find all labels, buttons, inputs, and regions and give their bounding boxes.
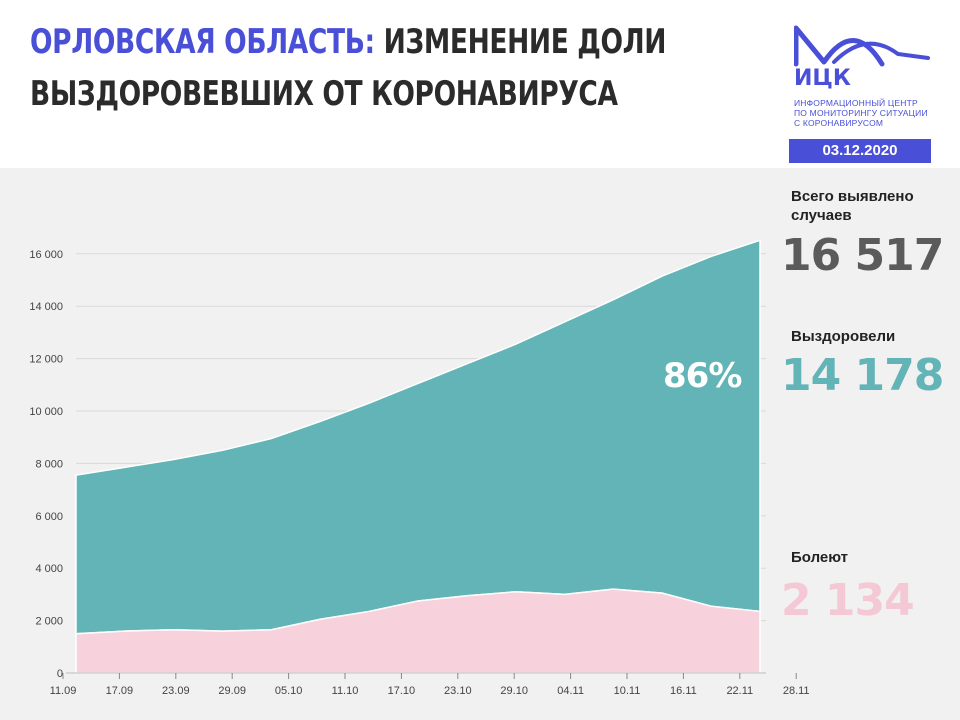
x-tick-label: 16.11 [670, 685, 697, 697]
logo-subtitle: ИНФОРМАЦИОННЫЙ ЦЕНТР ПО МОНИТОРИНГУ СИТУ… [794, 98, 928, 128]
recovered-value: 14 178 [781, 350, 944, 401]
x-tick-label: 11.10 [332, 685, 359, 697]
header: ОРЛОВСКАЯ ОБЛАСТЬ: ИЗМЕНЕНИЕ ДОЛИ ВЫЗДОР… [0, 0, 960, 168]
x-tick-label: 17.09 [106, 685, 134, 697]
x-tick-label: 10.11 [614, 685, 641, 697]
y-tick-label: 0 [57, 668, 63, 680]
x-tick-label: 23.10 [444, 685, 472, 697]
logo-subtitle-line: ИНФОРМАЦИОННЫЙ ЦЕНТР [794, 98, 918, 108]
y-tick-label: 8 000 [35, 458, 63, 470]
area-chart: 0 2 000 4 000 6 000 8 000 10 000 12 000 14 000 1… [29, 239, 810, 697]
logo-mark-icon [793, 25, 930, 67]
total-cases-label: Всего выявлено случаев [791, 188, 914, 224]
series-recovered-area [75, 239, 761, 635]
x-tick-label: 04.11 [557, 685, 584, 697]
sick-value: 2 134 [781, 575, 915, 626]
y-tick-label: 2 000 [35, 616, 63, 628]
x-tick-label: 29.09 [218, 685, 246, 697]
title-region: ОРЛОВСКАЯ ОБЛАСТЬ: [30, 22, 375, 62]
sick-label: Болеют [791, 549, 849, 566]
y-tick-label: 10 000 [29, 406, 63, 418]
x-tick-label: 17.10 [388, 685, 416, 697]
title-rest: ИЗМЕНЕНИЕ ДОЛИ [374, 22, 667, 62]
logo: ИЦК ИНФОРМАЦИОННЫЙ ЦЕНТР ПО МОНИТОРИНГУ … [793, 24, 934, 134]
recovered-share-label: 86% [663, 356, 742, 396]
date-badge: 03.12.2020 [789, 139, 931, 163]
y-tick-label: 12 000 [29, 354, 63, 366]
page-title-line2: ВЫЗДОРОВЕВШИХ ОТ КОРОНАВИРУСА [30, 74, 618, 114]
y-tick-label: 4 000 [35, 563, 63, 575]
logo-subtitle-line: С КОРОНАВИРУСОМ [794, 118, 884, 128]
y-tick-label: 14 000 [29, 301, 63, 313]
y-tick-label: 6 000 [35, 511, 63, 523]
x-tick-label: 23.09 [162, 685, 190, 697]
x-tick-label: 28.11 [783, 685, 810, 697]
x-tick-label: 05.10 [275, 685, 303, 697]
page-title: ОРЛОВСКАЯ ОБЛАСТЬ: ИЗМЕНЕНИЕ ДОЛИ [30, 22, 667, 62]
x-tick-label: 22.11 [726, 685, 753, 697]
series-sick-area [75, 588, 761, 674]
x-tick-label: 29.10 [500, 685, 528, 697]
logo-name: ИЦК [794, 66, 851, 91]
total-cases-value: 16 517 [781, 230, 944, 281]
recovered-label: Выздоровели [791, 328, 896, 345]
logo-subtitle-line: ПО МОНИТОРИНГУ СИТУАЦИИ [794, 108, 928, 118]
y-tick-label: 16 000 [29, 249, 63, 261]
x-tick-label: 11.09 [50, 685, 77, 697]
